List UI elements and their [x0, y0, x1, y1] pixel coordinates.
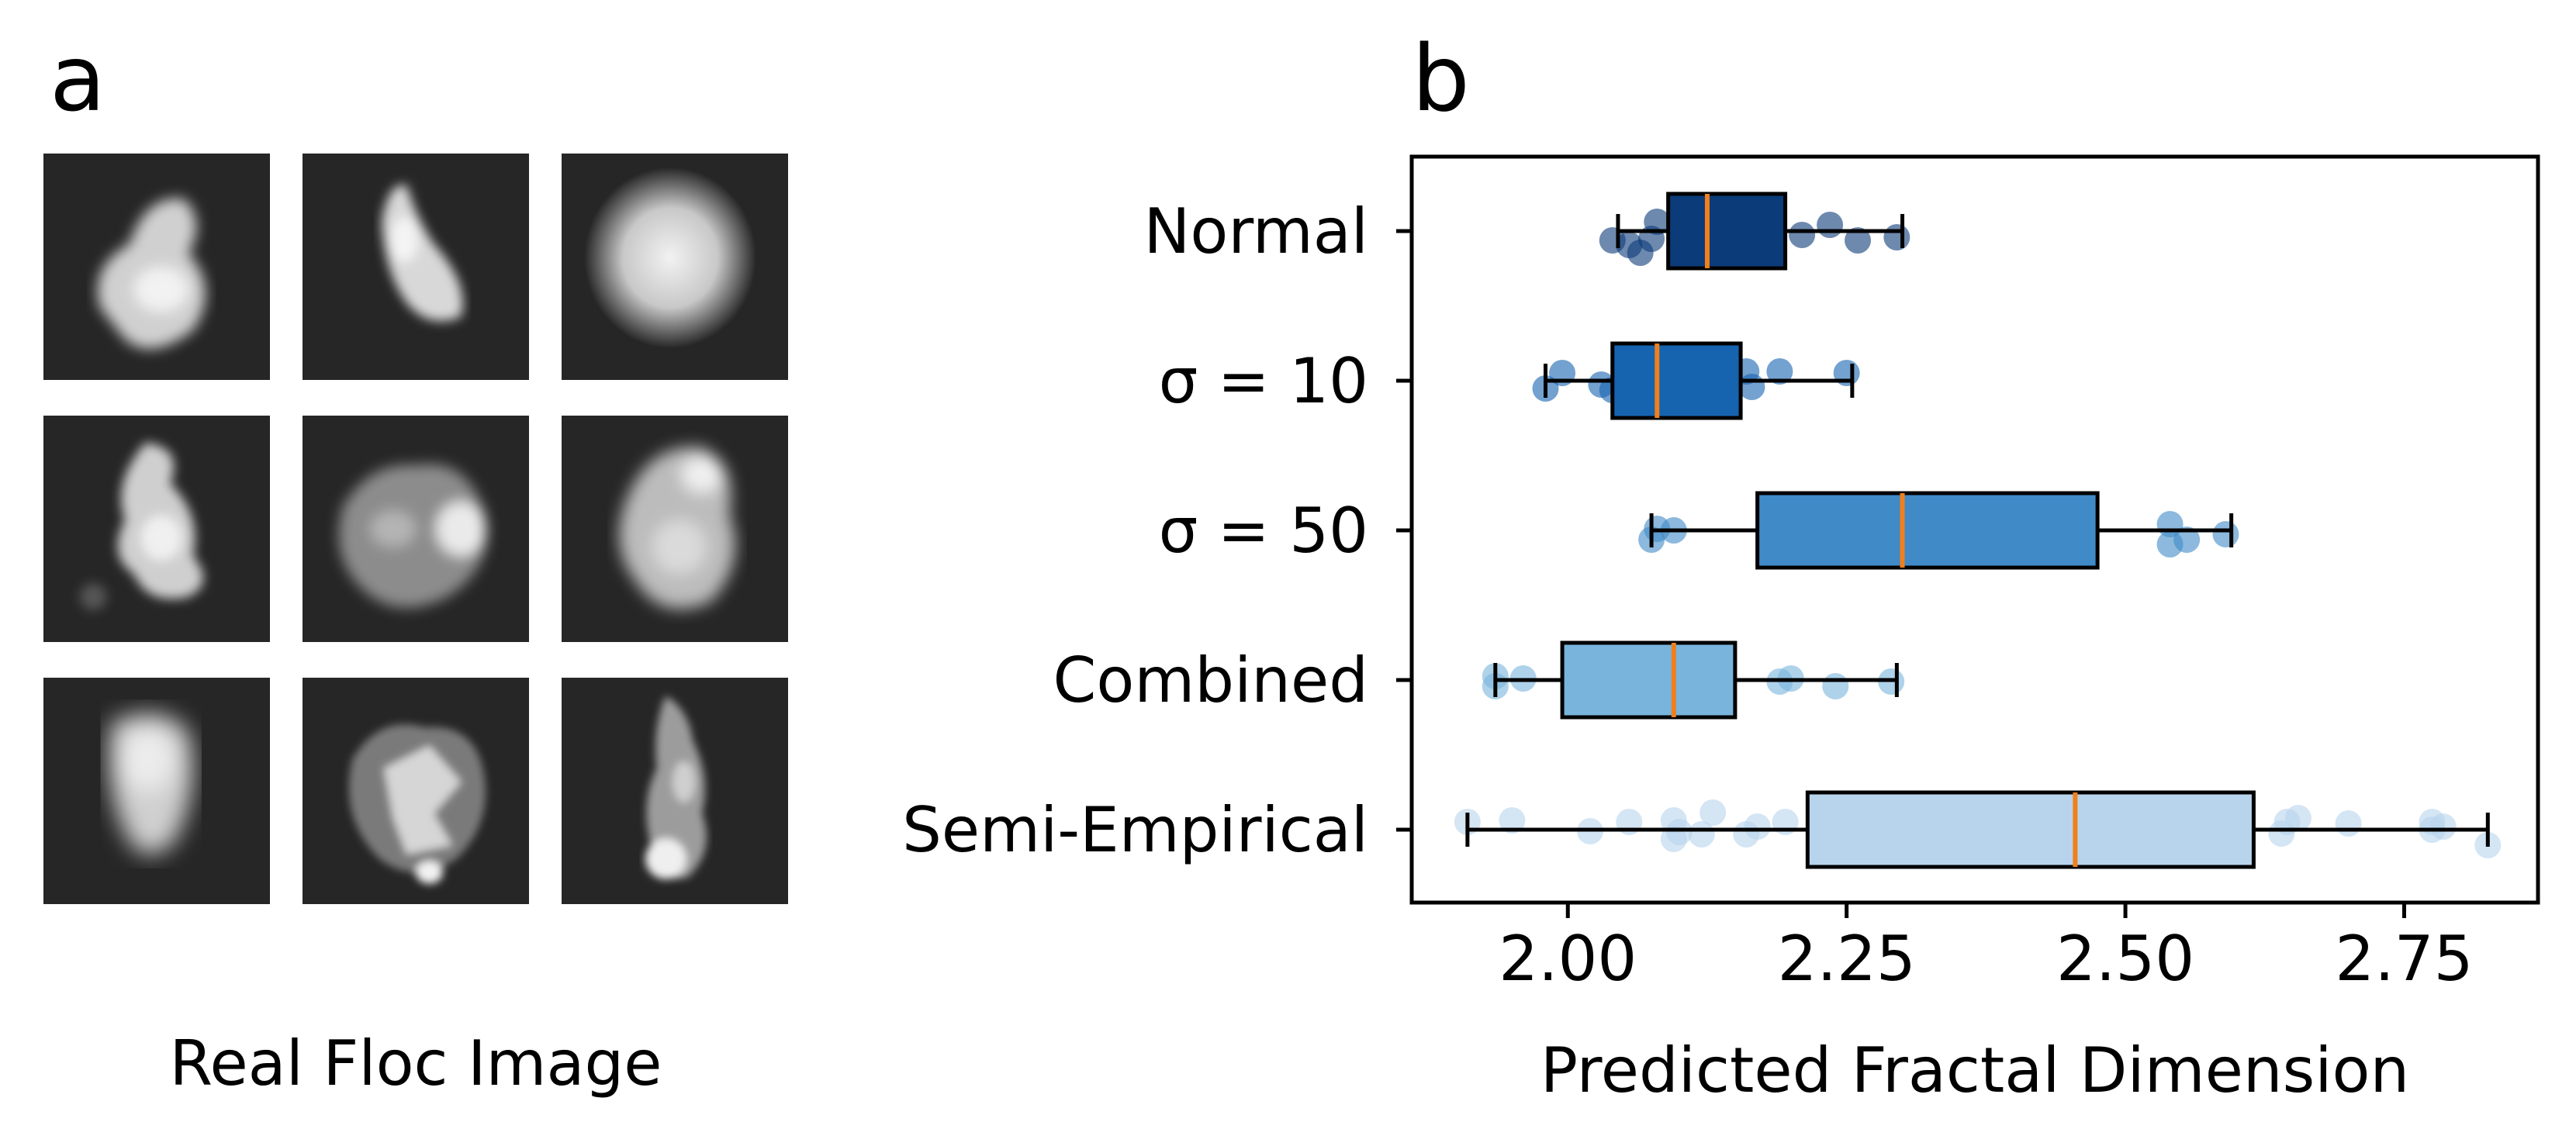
data-point — [1644, 209, 1671, 235]
data-point — [1789, 222, 1816, 248]
floc-image — [562, 154, 788, 380]
floc-image — [303, 154, 529, 380]
iqr-box — [1666, 192, 1788, 271]
data-point — [2335, 810, 2362, 837]
y-tick-label: Semi-Empirical — [902, 794, 1368, 866]
iqr-box — [1610, 341, 1743, 420]
x-tick-label: 2.75 — [2335, 923, 2473, 995]
data-point — [2212, 521, 2239, 547]
data-point — [1744, 813, 1771, 840]
data-point — [1766, 358, 1793, 385]
y-tick-label: Combined — [1053, 644, 1368, 716]
panel-letter-a: a — [50, 25, 106, 132]
x-tick-label: 2.50 — [2056, 923, 2194, 995]
data-point — [2429, 813, 2457, 840]
x-tick-label: 2.25 — [1778, 923, 1916, 995]
floc-image — [303, 678, 529, 904]
floc-image — [562, 416, 788, 642]
data-point — [1845, 227, 1872, 254]
iqr-box — [1560, 640, 1738, 720]
data-point — [1822, 673, 1849, 699]
data-point — [1883, 224, 1910, 250]
y-tick-label: σ = 10 — [1159, 345, 1368, 417]
data-point — [2284, 805, 2311, 831]
y-tick-label: σ = 50 — [1159, 495, 1368, 567]
floc-image — [43, 416, 270, 642]
floc-image — [562, 678, 788, 904]
iqr-box — [1805, 790, 2256, 869]
floc-caption: Real Floc Image — [169, 1027, 662, 1100]
x-axis-label: Predicted Fractal Dimension — [1540, 1034, 2409, 1106]
data-point — [1666, 819, 1693, 845]
data-point — [2156, 511, 2184, 537]
y-tick-label: Normal — [1144, 195, 1368, 268]
data-point — [1817, 212, 1844, 238]
floc-image-grid — [43, 154, 788, 906]
floc-image — [43, 154, 270, 380]
data-point — [1699, 799, 1727, 826]
panel-letter-b: b — [1412, 25, 1470, 132]
data-point — [2173, 526, 2201, 553]
floc-image — [43, 678, 270, 904]
iqr-box — [1755, 491, 2100, 570]
floc-image — [303, 416, 529, 642]
x-tick-label: 2.00 — [1499, 923, 1637, 995]
data-point — [1499, 807, 1526, 834]
